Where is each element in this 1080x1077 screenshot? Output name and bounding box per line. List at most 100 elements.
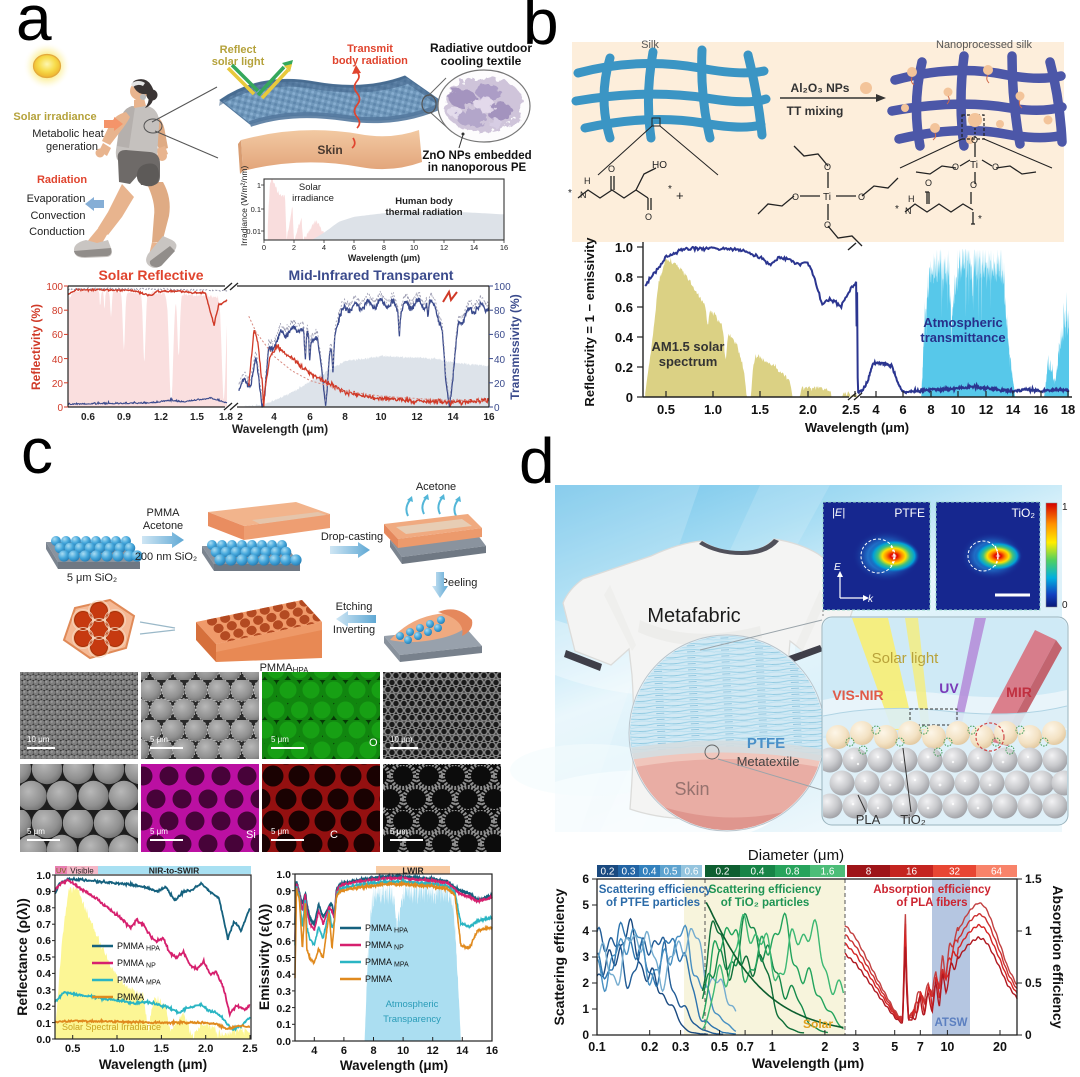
svg-text:PMMA: PMMA <box>147 507 181 519</box>
svg-text:0.6: 0.6 <box>615 300 633 315</box>
svg-text:0.8: 0.8 <box>276 903 291 915</box>
svg-text:Metabolic heat: Metabolic heat <box>32 128 104 140</box>
svg-text:6: 6 <box>582 872 589 886</box>
svg-text:6: 6 <box>307 412 313 423</box>
svg-text:Human body: Human body <box>395 196 453 207</box>
svg-text:in nanoporous PE: in nanoporous PE <box>428 162 527 174</box>
svg-text:0.5: 0.5 <box>657 402 675 417</box>
svg-text:5 μm: 5 μm <box>27 827 45 836</box>
svg-text:1: 1 <box>1062 502 1068 513</box>
svg-text:Acetone: Acetone <box>416 481 456 493</box>
svg-text:NIR-to-SWIR: NIR-to-SWIR <box>149 866 200 876</box>
svg-text:10 μm: 10 μm <box>27 735 50 744</box>
svg-text:2.0: 2.0 <box>198 1043 213 1055</box>
svg-text:1.5: 1.5 <box>190 412 204 423</box>
svg-text:MIR: MIR <box>1006 684 1032 700</box>
svg-text:14: 14 <box>456 1045 469 1057</box>
svg-text:Drop-casting: Drop-casting <box>321 531 383 543</box>
svg-text:0.3: 0.3 <box>276 986 291 998</box>
svg-text:8: 8 <box>370 1045 376 1057</box>
svg-text:1.0: 1.0 <box>36 870 51 882</box>
svg-text:14: 14 <box>1006 402 1021 417</box>
svg-text:Inverting: Inverting <box>333 624 375 636</box>
svg-text:Visible: Visible <box>70 867 94 876</box>
svg-text:10: 10 <box>410 243 418 252</box>
svg-text:O: O <box>925 178 932 188</box>
svg-text:0: 0 <box>57 403 63 414</box>
svg-text:80: 80 <box>52 306 64 317</box>
svg-text:irradiance: irradiance <box>292 193 334 204</box>
svg-text:0.01: 0.01 <box>246 227 261 236</box>
svg-text:20: 20 <box>494 379 506 390</box>
svg-text:UV: UV <box>939 680 959 696</box>
svg-text:Skin: Skin <box>317 143 342 157</box>
svg-text:cooling textile: cooling textile <box>441 54 522 68</box>
svg-text:PMMAHPA: PMMAHPA <box>260 662 310 675</box>
svg-text:C: C <box>330 829 338 841</box>
svg-text:Wavelength (μm): Wavelength (μm) <box>232 422 328 436</box>
svg-text:0.1: 0.1 <box>251 205 261 214</box>
svg-text:O: O <box>971 135 978 145</box>
svg-text:Peeling: Peeling <box>441 577 478 589</box>
svg-text:4: 4 <box>322 243 326 252</box>
svg-text:Wavelength (μm): Wavelength (μm) <box>348 253 420 263</box>
svg-text:0.5: 0.5 <box>276 953 291 965</box>
svg-text:2.5: 2.5 <box>842 402 860 417</box>
svg-text:Transmissivity (%): Transmissivity (%) <box>508 294 522 399</box>
svg-text:1.0: 1.0 <box>109 1043 124 1055</box>
svg-text:Solar Spectral Irradiance: Solar Spectral Irradiance <box>62 1022 161 1032</box>
svg-text:8: 8 <box>866 867 872 878</box>
svg-text:5 μm: 5 μm <box>390 827 408 836</box>
svg-text:Reflectance (ρ(λ)): Reflectance (ρ(λ)) <box>14 898 30 1016</box>
svg-text:Absorption efficiency: Absorption efficiency <box>873 884 991 896</box>
svg-text:Skin: Skin <box>674 779 709 799</box>
svg-text:0.1: 0.1 <box>36 1018 51 1030</box>
svg-text:Metatextile: Metatextile <box>737 754 800 769</box>
svg-text:1.2: 1.2 <box>154 412 168 423</box>
svg-text:0.4: 0.4 <box>751 867 765 878</box>
svg-text:1: 1 <box>769 1040 776 1054</box>
svg-text:*: * <box>568 188 572 199</box>
svg-text:PMMA NP: PMMA NP <box>117 958 156 970</box>
svg-text:5: 5 <box>891 1040 898 1054</box>
svg-text:0.6: 0.6 <box>276 936 291 948</box>
svg-text:0.8: 0.8 <box>615 270 633 285</box>
svg-text:12: 12 <box>979 402 993 417</box>
svg-text:VIS-NIR: VIS-NIR <box>832 687 883 703</box>
svg-text:3: 3 <box>852 1040 859 1054</box>
svg-text:LWIR: LWIR <box>402 866 423 876</box>
svg-text:+: + <box>676 188 684 203</box>
svg-text:6: 6 <box>341 1045 347 1057</box>
svg-text:40: 40 <box>52 355 64 366</box>
svg-text:Emissivity (ε(λ)): Emissivity (ε(λ)) <box>256 904 272 1010</box>
svg-text:0.6: 0.6 <box>685 867 699 878</box>
svg-text:Nanoprocessed silk: Nanoprocessed silk <box>936 39 1032 51</box>
svg-text:1: 1 <box>257 181 261 190</box>
svg-text:0.0: 0.0 <box>276 1036 291 1048</box>
svg-text:thermal radiation: thermal radiation <box>385 207 462 218</box>
svg-text:PMMA HPA: PMMA HPA <box>365 923 408 935</box>
svg-text:12: 12 <box>411 412 423 423</box>
svg-text:Wavelength (μm): Wavelength (μm) <box>805 420 909 435</box>
svg-text:0: 0 <box>582 1028 589 1042</box>
svg-text:c: c <box>21 415 53 487</box>
svg-text:0.6: 0.6 <box>36 935 51 947</box>
svg-text:5: 5 <box>582 898 589 912</box>
svg-text:0: 0 <box>626 390 633 405</box>
svg-text:1.0: 1.0 <box>615 240 633 255</box>
svg-text:PTFE: PTFE <box>894 506 925 520</box>
svg-text:16: 16 <box>906 867 918 878</box>
svg-text:spectrum: spectrum <box>659 354 718 369</box>
svg-text:O: O <box>970 180 977 190</box>
svg-text:Atmospheric: Atmospheric <box>386 999 439 1010</box>
svg-text:Mid-Infrared Transparent: Mid-Infrared Transparent <box>289 267 454 283</box>
svg-text:Reflect: Reflect <box>220 44 257 56</box>
svg-text:1.8: 1.8 <box>219 412 233 423</box>
svg-text:O: O <box>992 162 999 172</box>
svg-text:E: E <box>834 562 841 573</box>
svg-text:16: 16 <box>1034 402 1048 417</box>
svg-text:Solar: Solar <box>299 182 321 193</box>
svg-text:200 nm SiO₂: 200 nm SiO₂ <box>135 551 197 563</box>
svg-text:0.3: 0.3 <box>622 867 636 878</box>
svg-text:2: 2 <box>237 412 243 423</box>
